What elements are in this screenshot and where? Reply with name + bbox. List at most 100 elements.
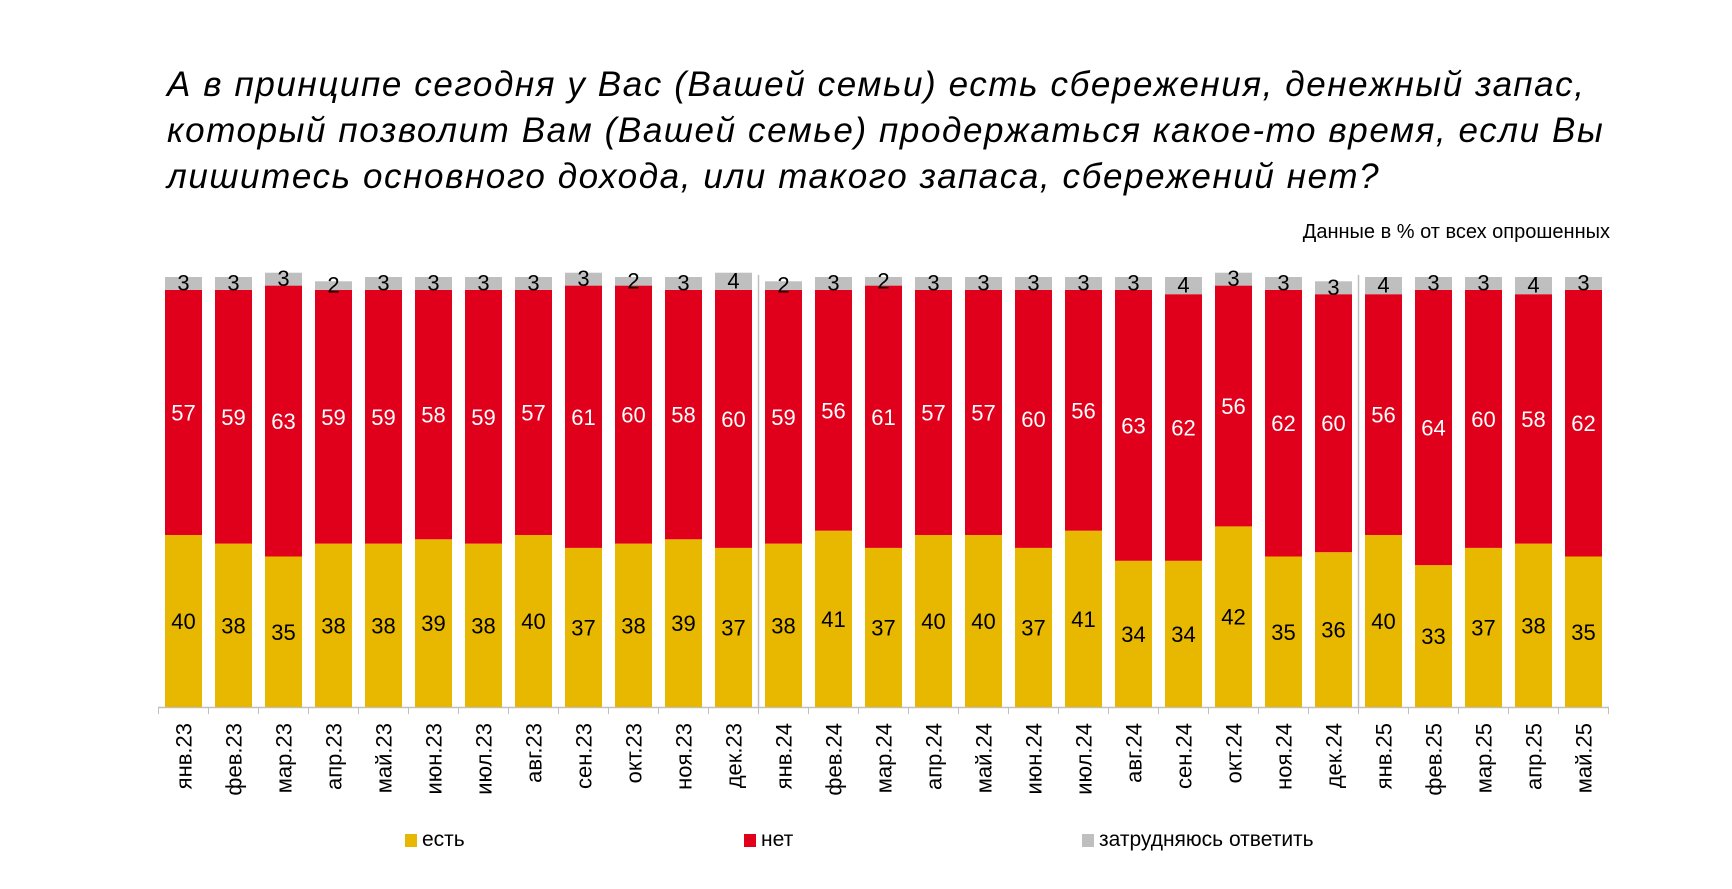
data-label-no: 62 xyxy=(1271,411,1295,436)
x-tick-label: фев.24 xyxy=(822,723,847,796)
data-label-dont-know: 3 xyxy=(1077,270,1089,295)
data-label-yes: 38 xyxy=(371,613,395,638)
data-label-dont-know: 4 xyxy=(1177,273,1189,298)
x-tick-label: июн.23 xyxy=(422,723,447,795)
bar-segment-dont-know xyxy=(215,277,252,290)
bar-segment-yes xyxy=(765,543,802,707)
bar-segment-dont-know xyxy=(915,277,952,290)
data-label-yes: 38 xyxy=(321,613,345,638)
bar-segment-yes xyxy=(215,543,252,707)
legend-label-yes: есть xyxy=(422,828,465,851)
bar-segment-dont-know xyxy=(665,277,702,290)
bar-segment-dont-know xyxy=(815,277,852,290)
data-label-no: 56 xyxy=(1221,394,1245,419)
data-label-dont-know: 2 xyxy=(877,268,889,293)
bar-segment-yes xyxy=(165,535,202,707)
legend-swatch-no xyxy=(744,833,756,847)
data-label-dont-know: 3 xyxy=(927,270,939,295)
data-label-dont-know: 3 xyxy=(177,270,189,295)
bar-segment-dont-know xyxy=(565,272,602,286)
x-tick-label: ноя.23 xyxy=(672,723,697,790)
x-tick-label: мар.25 xyxy=(1472,723,1497,793)
data-label-no: 60 xyxy=(1321,411,1345,436)
chart-title-line: А в принципе сегодня у Вас (Вашей семьи)… xyxy=(167,65,1586,104)
data-label-no: 59 xyxy=(321,405,345,430)
x-tick-label: мар.24 xyxy=(872,723,897,793)
bar-segment-no xyxy=(665,289,702,540)
data-label-dont-know: 4 xyxy=(1377,273,1389,298)
data-label-yes: 37 xyxy=(571,615,595,640)
bar-segment-no xyxy=(415,289,452,540)
data-label-dont-know: 2 xyxy=(777,273,789,298)
data-label-dont-know: 3 xyxy=(427,270,439,295)
data-label-yes: 38 xyxy=(1521,613,1545,638)
data-label-yes: 40 xyxy=(971,609,995,634)
bar-segment-dont-know xyxy=(1565,277,1602,290)
data-label-dont-know: 4 xyxy=(727,268,739,293)
data-label-no: 58 xyxy=(421,403,445,428)
data-label-dont-know: 3 xyxy=(1477,270,1489,295)
data-label-yes: 34 xyxy=(1121,622,1145,647)
data-label-yes: 42 xyxy=(1221,605,1245,630)
bar-segment-dont-know xyxy=(415,277,452,290)
bar-segment-no xyxy=(865,285,902,548)
x-tick-label: апр.23 xyxy=(322,723,347,790)
bar-segment-dont-know xyxy=(865,277,902,286)
data-label-no: 60 xyxy=(621,403,645,428)
bar-segment-dont-know xyxy=(965,277,1002,290)
x-tick-label: ноя.24 xyxy=(1272,723,1297,790)
x-tick-label: фев.25 xyxy=(1422,723,1447,796)
bar-segment-no xyxy=(1165,294,1202,561)
bar-segment-yes xyxy=(1165,560,1202,707)
legend-item-yes: есть xyxy=(405,828,465,852)
bar-segment-dont-know xyxy=(715,272,752,290)
bar-segment-yes xyxy=(265,556,302,707)
data-label-no: 57 xyxy=(971,400,995,425)
bar-segment-no xyxy=(1465,289,1502,548)
data-label-yes: 41 xyxy=(1071,607,1095,632)
bar-segment-dont-know xyxy=(1415,277,1452,290)
data-label-dont-know: 3 xyxy=(1577,270,1589,295)
bar-segment-no xyxy=(1065,289,1102,531)
bar-segment-no xyxy=(1565,289,1602,557)
data-label-no: 64 xyxy=(1421,416,1445,441)
bar-segment-yes xyxy=(665,539,702,707)
data-label-no: 56 xyxy=(821,398,845,423)
data-note: Данные в % от всех опрошенных xyxy=(1302,221,1610,243)
data-label-yes: 37 xyxy=(1021,615,1045,640)
bar-segment-dont-know xyxy=(1115,277,1152,290)
bar-segment-no xyxy=(965,289,1002,535)
data-label-no: 56 xyxy=(1071,398,1095,423)
x-tick-label: апр.24 xyxy=(922,723,947,790)
data-label-no: 58 xyxy=(1521,407,1545,432)
x-tick-label: сен.24 xyxy=(1172,723,1197,789)
x-tick-label: май.24 xyxy=(972,723,997,793)
data-label-dont-know: 3 xyxy=(377,270,389,295)
data-label-dont-know: 3 xyxy=(277,266,289,291)
data-label-yes: 39 xyxy=(421,611,445,636)
data-label-yes: 38 xyxy=(471,613,495,638)
data-label-dont-know: 2 xyxy=(327,273,339,298)
bar-segment-dont-know xyxy=(1315,281,1352,295)
x-tick-label: янв.24 xyxy=(772,723,797,789)
chart-title-line: который позволит Вам (Вашей семье) проде… xyxy=(167,111,1605,150)
bar-segment-yes xyxy=(365,543,402,707)
data-label-yes: 35 xyxy=(271,620,295,645)
data-label-dont-know: 3 xyxy=(577,266,589,291)
data-label-dont-know: 3 xyxy=(1027,270,1039,295)
bar-segment-yes xyxy=(965,535,1002,707)
bar-segment-no xyxy=(215,289,252,544)
data-label-no: 63 xyxy=(271,409,295,434)
bar-segment-yes xyxy=(565,547,602,707)
x-tick-label: дек.23 xyxy=(722,723,747,788)
data-label-no: 57 xyxy=(171,400,195,425)
bar-segment-dont-know xyxy=(1515,277,1552,295)
data-label-no: 60 xyxy=(721,407,745,432)
data-label-yes: 35 xyxy=(1271,620,1295,645)
bar-segment-no xyxy=(565,285,602,548)
bar-segment-no xyxy=(815,289,852,531)
bar-segment-no xyxy=(365,289,402,544)
x-tick-label: июл.23 xyxy=(472,723,497,795)
bar-segment-yes xyxy=(1365,535,1402,707)
